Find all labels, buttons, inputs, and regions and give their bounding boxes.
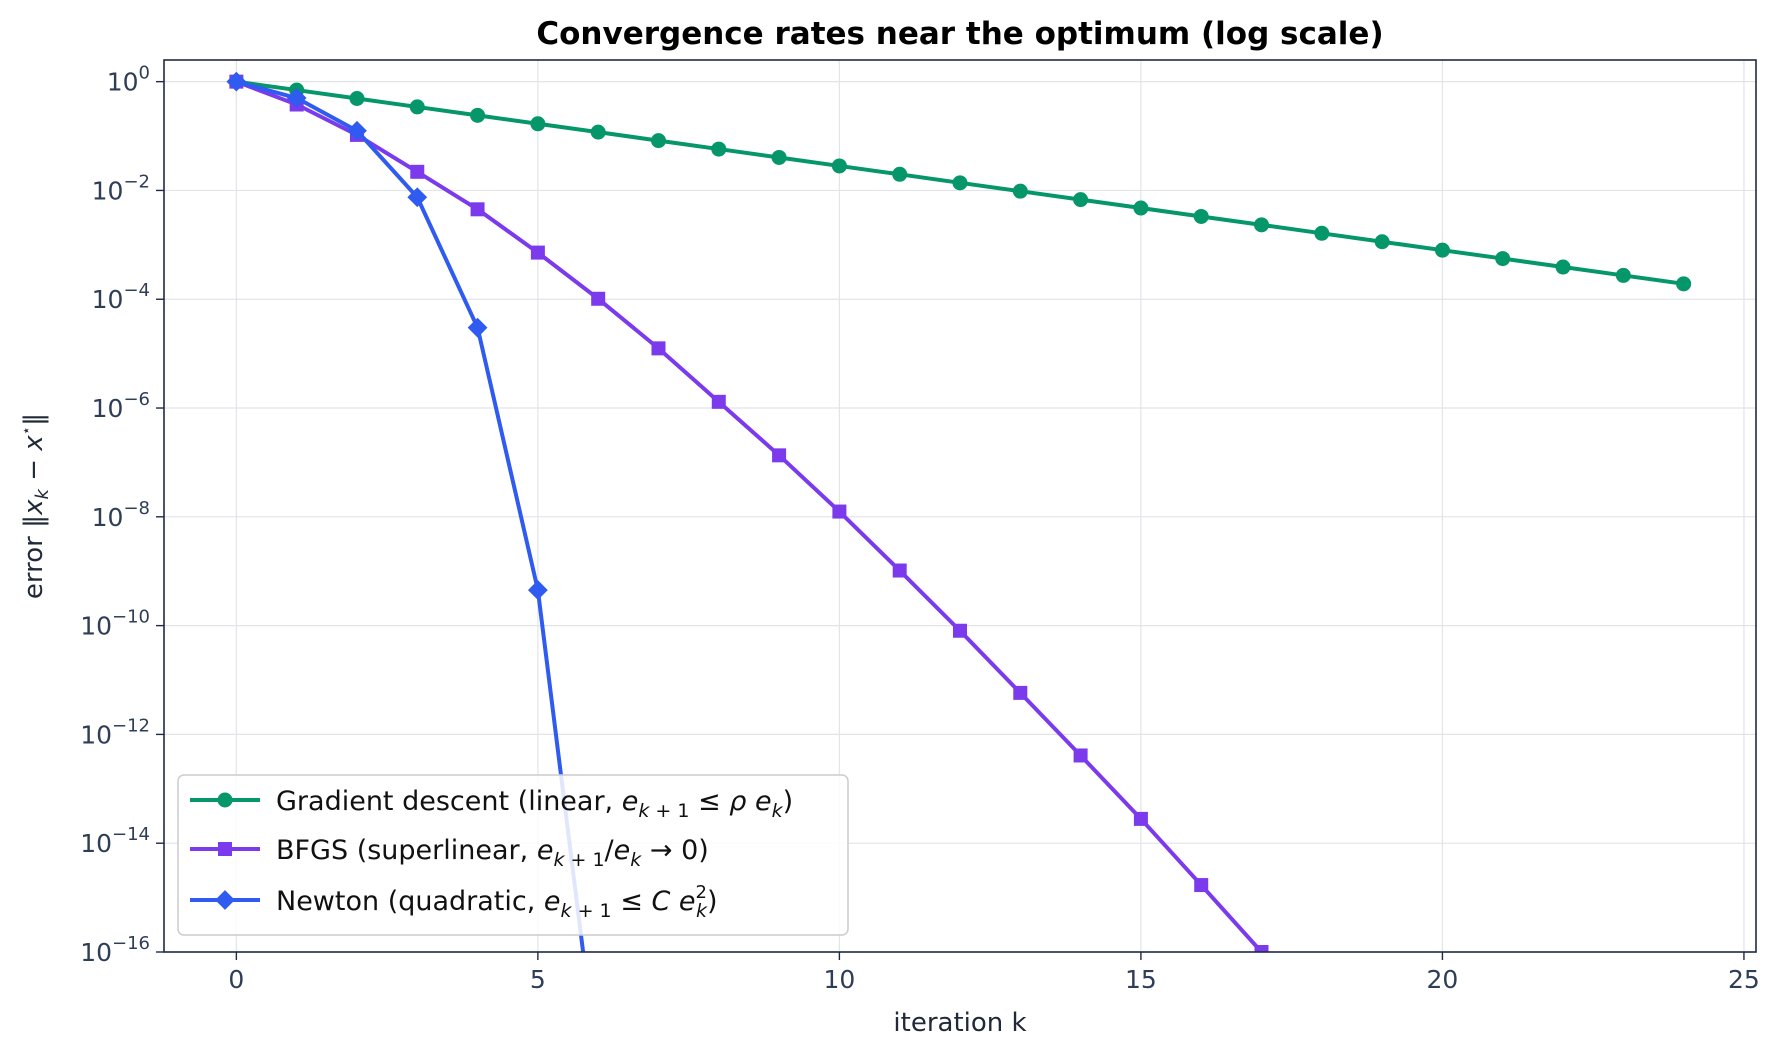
series-gradient-descent bbox=[228, 74, 1692, 292]
data-point-gradient-descent bbox=[1133, 200, 1149, 216]
data-point-bfgs bbox=[832, 504, 847, 519]
data-point-newton bbox=[527, 580, 548, 600]
data-point-bfgs bbox=[1194, 878, 1209, 893]
data-point-bfgs bbox=[591, 291, 606, 306]
data-point-gradient-descent bbox=[1193, 208, 1209, 224]
legend-label-gradient-descent: Gradient descent (linear, ek + 1 ≤ ρ ek) bbox=[276, 786, 793, 822]
plot-frame bbox=[163, 59, 1757, 953]
data-point-bfgs bbox=[470, 202, 485, 217]
data-point-bfgs bbox=[651, 341, 666, 356]
series-newton bbox=[226, 71, 586, 952]
chart-title: Convergence rates near the optimum (log … bbox=[536, 16, 1383, 52]
data-point-gradient-descent bbox=[1073, 192, 1089, 208]
y-tick-label: 10−6 bbox=[92, 389, 150, 423]
series-line-bfgs bbox=[235, 79, 1264, 952]
axis-ticks: 0 5 10 15 20 25 100 10−2 10−4 10−6 10−8 10−10 10−12 1… bbox=[80, 63, 1760, 994]
data-point-gradient-descent bbox=[1374, 234, 1390, 250]
data-point-gradient-descent bbox=[349, 90, 365, 106]
x-tick-label: 10 bbox=[823, 965, 855, 994]
data-point-gradient-descent bbox=[1615, 267, 1631, 283]
legend-frame bbox=[177, 774, 849, 936]
x-tick-label: 20 bbox=[1427, 965, 1459, 994]
data-point-gradient-descent bbox=[530, 116, 546, 132]
data-point-bfgs bbox=[530, 245, 545, 260]
data-point-newton bbox=[226, 71, 247, 92]
y-tick-label: 10−10 bbox=[80, 607, 150, 641]
legend-marker-bfgs bbox=[218, 842, 232, 856]
legend: Gradient descent (linear, ek + 1 ≤ ρ ek)… bbox=[177, 774, 849, 936]
data-point-bfgs bbox=[772, 448, 787, 463]
data-point-bfgs bbox=[1254, 945, 1269, 952]
series-bfgs bbox=[229, 74, 1269, 952]
y-tick-label: 100 bbox=[107, 63, 150, 97]
data-point-gradient-descent bbox=[892, 166, 908, 182]
legend-marker-gradient-descent bbox=[217, 792, 233, 808]
data-point-newton bbox=[286, 88, 307, 108]
data-point-bfgs bbox=[1133, 811, 1148, 826]
x-tick-label: 5 bbox=[530, 965, 546, 994]
legend-label-bfgs: BFGS (superlinear, ek + 1/ek → 0) bbox=[276, 835, 709, 871]
y-axis-label: error ‖xk − x⋆‖ bbox=[17, 413, 53, 599]
data-point-gradient-descent bbox=[1555, 259, 1571, 275]
data-point-bfgs bbox=[1013, 685, 1028, 700]
x-tick-label: 25 bbox=[1728, 965, 1760, 994]
data-point-newton bbox=[467, 317, 488, 338]
x-axis-label: iteration k bbox=[893, 1008, 1026, 1038]
data-point-gradient-descent bbox=[952, 175, 968, 191]
y-tick-label: 10−4 bbox=[92, 280, 150, 314]
data-point-gradient-descent bbox=[831, 158, 847, 174]
data-point-bfgs bbox=[953, 623, 967, 638]
y-tick-label: 10−12 bbox=[80, 715, 150, 749]
data-point-gradient-descent bbox=[409, 99, 425, 115]
legend-label-newton: Newton (quadratic, ek + 1 ≤ C e2 k) bbox=[276, 882, 718, 922]
data-point-bfgs bbox=[892, 563, 907, 578]
data-point-gradient-descent bbox=[771, 149, 787, 165]
x-tick-label: 15 bbox=[1125, 965, 1157, 994]
data-point-bfgs bbox=[711, 394, 726, 409]
data-point-bfgs bbox=[410, 164, 425, 179]
series-layer bbox=[226, 71, 1692, 952]
data-point-gradient-descent bbox=[590, 124, 606, 140]
y-tick-label: 10−16 bbox=[80, 933, 150, 967]
x-tick-label: 0 bbox=[228, 965, 244, 994]
data-point-bfgs bbox=[1073, 748, 1088, 763]
data-point-newton bbox=[347, 120, 367, 141]
data-point-gradient-descent bbox=[650, 133, 666, 149]
y-tick-label: 10−14 bbox=[80, 824, 150, 858]
data-point-gradient-descent bbox=[470, 107, 486, 123]
data-point-gradient-descent bbox=[1314, 225, 1330, 241]
data-point-newton bbox=[407, 187, 428, 208]
y-tick-label: 10−8 bbox=[92, 498, 150, 532]
data-point-gradient-descent bbox=[1254, 217, 1270, 233]
data-point-gradient-descent bbox=[1676, 276, 1692, 292]
data-point-gradient-descent bbox=[1495, 251, 1511, 267]
y-tick-label: 10−2 bbox=[92, 171, 150, 205]
data-point-gradient-descent bbox=[1434, 242, 1450, 258]
data-point-gradient-descent bbox=[711, 141, 727, 157]
data-point-gradient-descent bbox=[1012, 183, 1028, 199]
